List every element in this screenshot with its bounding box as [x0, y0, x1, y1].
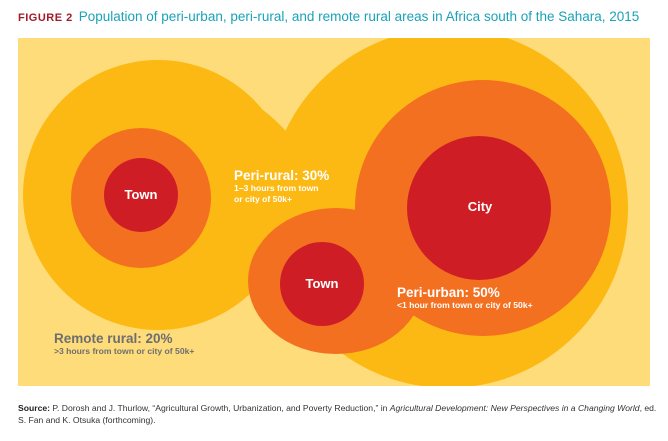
source-label: Source: — [18, 403, 50, 413]
diagram-svg — [23, 38, 628, 386]
center-zone — [104, 136, 551, 326]
town-left-label: Town — [124, 187, 158, 202]
source-text-before: P. Dorosh and J. Thurlow, “Agricultural … — [52, 403, 388, 413]
town-right-label: Town — [305, 276, 339, 291]
town-left-circle — [104, 158, 178, 232]
remote-rural-label: Remote rural: 20% >3 hours from town or … — [54, 331, 194, 357]
peri-urban-subtitle: <1 hour from town or city of 50k+ — [397, 300, 533, 310]
figure-number: FIGURE 2 — [18, 12, 73, 24]
source-book-title: Agricultural Development: New Perspectiv… — [389, 403, 640, 413]
source-text-after: , ed. S. Fan and K. Otsuka (forthcoming)… — [18, 403, 657, 425]
remote-rural-subtitle: >3 hours from town or city of 50k+ — [54, 346, 195, 356]
peri-urban-title: Peri-urban: 50% — [397, 285, 500, 300]
peri-rural-label: Peri-rural: 30% 1–3 hours from town or c… — [234, 168, 329, 204]
peri-rural-title: Peri-rural: 30% — [234, 168, 330, 183]
city-circle — [407, 136, 551, 280]
peri-rural-line1: 1–3 hours from town — [234, 183, 319, 193]
figure-title-text: Population of peri-urban, peri-rural, an… — [78, 9, 640, 24]
peri-urban-label: Peri-urban: 50% <1 hour from town or cit… — [397, 285, 533, 311]
remote-rural-title: Remote rural: 20% — [54, 331, 173, 346]
figure-title: FIGURE 2 Population of peri-urban, peri-r… — [18, 9, 658, 24]
town-right-circle — [280, 242, 364, 326]
peri-rural-line2: or city of 50k+ — [234, 193, 293, 204]
city-label: City — [467, 199, 493, 214]
source-note: Source: P. Dorosh and J. Thurlow, “Agric… — [18, 402, 658, 426]
